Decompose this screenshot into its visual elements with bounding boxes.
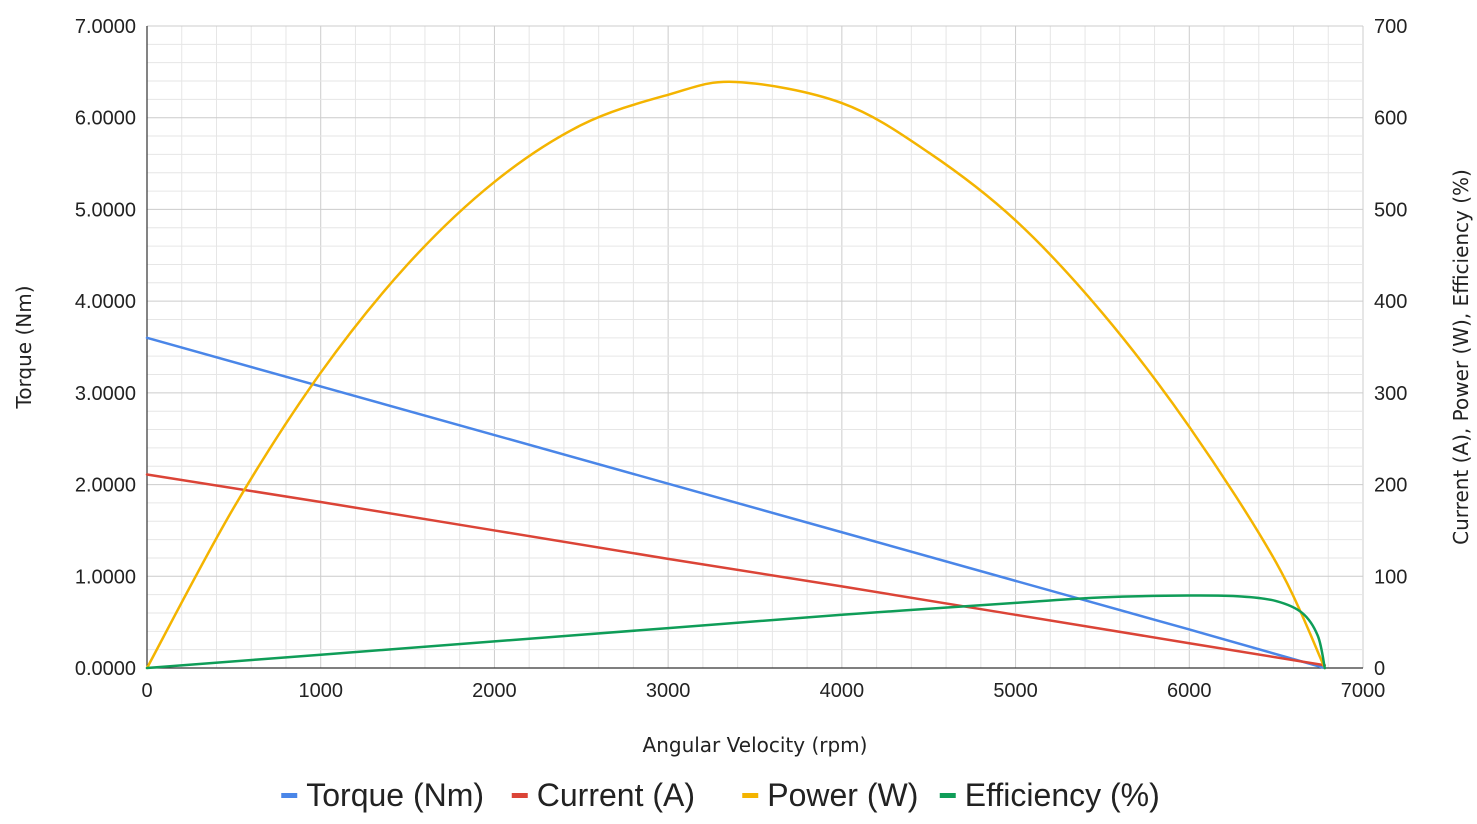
legend-item: Power (W) bbox=[742, 777, 918, 813]
legend-swatch bbox=[939, 793, 956, 798]
y-right-tick-label: 200 bbox=[1374, 475, 1407, 497]
y-right-tick-label: 500 bbox=[1374, 199, 1407, 221]
y-right-tick-label: 400 bbox=[1374, 291, 1407, 313]
y-left-tick-label: 2.0000 bbox=[75, 475, 136, 497]
y-right-axis-title: Current (A), Power (W), Efficiency (%) bbox=[1449, 169, 1473, 545]
y-right-tick-label: 300 bbox=[1374, 383, 1407, 405]
series-line-current-a bbox=[145, 473, 1327, 667]
legend-swatch bbox=[281, 793, 298, 798]
legend-swatch bbox=[742, 793, 759, 798]
y-left-tick-label: 4.0000 bbox=[75, 291, 136, 313]
series-line-power-w bbox=[145, 80, 1327, 670]
x-tick-label: 1000 bbox=[298, 680, 343, 702]
x-tick-label: 2000 bbox=[472, 680, 517, 702]
series-line-efficiency bbox=[145, 594, 1327, 670]
grid bbox=[146, 25, 1364, 669]
y-left-tick-label: 7.0000 bbox=[75, 16, 136, 38]
x-tick-label: 4000 bbox=[820, 680, 865, 702]
axes bbox=[146, 26, 1363, 669]
y-right-tick-label: 0 bbox=[1374, 658, 1385, 680]
tick-labels: 0 1000 2000 3000 4000 5000 6000 70000.00001.000… bbox=[75, 16, 1408, 702]
x-tick-label: 6000 bbox=[1167, 680, 1212, 702]
legend-label: Efficiency (%) bbox=[965, 777, 1160, 813]
legend-item: Torque (Nm) bbox=[281, 777, 484, 813]
legend-label: Current (A) bbox=[537, 777, 695, 813]
series-lines bbox=[145, 80, 1327, 670]
legend-swatch bbox=[511, 793, 528, 798]
y-left-tick-label: 6.0000 bbox=[75, 108, 136, 130]
y-right-tick-label: 600 bbox=[1374, 108, 1407, 130]
series-line-torque-nm bbox=[145, 336, 1327, 670]
y-left-axis-title: Torque (Nm) bbox=[12, 285, 36, 409]
x-tick-label: 3000 bbox=[646, 680, 691, 702]
y-left-tick-label: 3.0000 bbox=[75, 383, 136, 405]
y-left-tick-label: 0.0000 bbox=[75, 658, 136, 680]
x-tick-label: 0 bbox=[141, 680, 152, 702]
legend: Torque (Nm) Current (A) Power (W) Efficienc… bbox=[281, 777, 1160, 813]
x-tick-label: 5000 bbox=[993, 680, 1038, 702]
x-axis-title: Angular Velocity (rpm) bbox=[643, 733, 868, 757]
legend-label: Torque (Nm) bbox=[306, 777, 484, 813]
y-right-tick-label: 100 bbox=[1374, 566, 1407, 588]
x-tick-label: 7000 bbox=[1341, 680, 1386, 702]
legend-item: Current (A) bbox=[511, 777, 695, 813]
legend-label: Power (W) bbox=[767, 777, 918, 813]
y-left-tick-label: 5.0000 bbox=[75, 199, 136, 221]
y-right-tick-label: 700 bbox=[1374, 16, 1407, 38]
legend-item: Efficiency (%) bbox=[939, 777, 1160, 813]
y-left-tick-label: 1.0000 bbox=[75, 566, 136, 588]
